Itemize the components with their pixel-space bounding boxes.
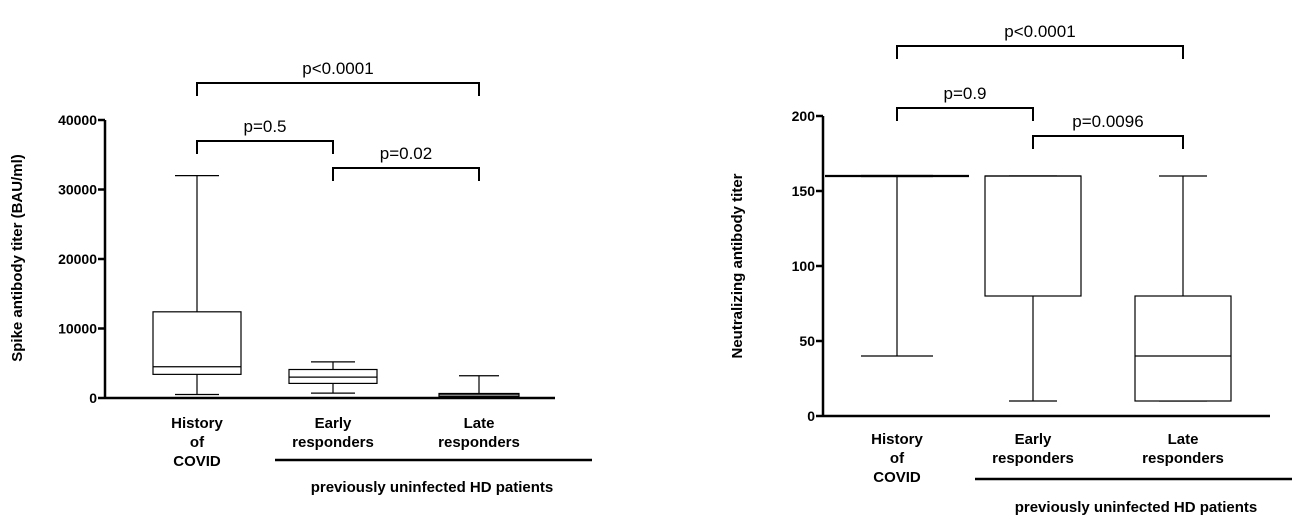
- iqr-box: [984, 175, 1082, 297]
- bracket-line: [196, 82, 480, 96]
- bracket-line: [196, 140, 334, 154]
- category-label-line: History: [871, 431, 923, 448]
- category-label-line: Late: [1168, 431, 1199, 448]
- category-label-line: responders: [438, 434, 520, 451]
- category-label-line: of: [890, 450, 905, 467]
- p-value-label: p<0.0001: [302, 59, 373, 78]
- p-value-label: p=0.02: [380, 144, 432, 163]
- y-tick-label: 20000: [58, 251, 97, 267]
- category-labels: History of COVID Early responders Late respond…: [171, 415, 520, 470]
- y-tick-labels: 0 50 100 150 200: [792, 108, 816, 424]
- bracket-line: [1032, 135, 1184, 149]
- iqr-box: [152, 311, 242, 375]
- y-tick-label: 100: [792, 258, 816, 274]
- category-label-line: responders: [1142, 450, 1224, 467]
- box-2: [438, 375, 520, 399]
- box-1: [984, 175, 1082, 402]
- y-tick-label: 30000: [58, 182, 97, 198]
- y-tick-label: 10000: [58, 321, 97, 337]
- group-label: previously uninfected HD patients: [311, 479, 554, 496]
- category-label: Late responders: [438, 415, 520, 451]
- category-label-line: Early: [1015, 431, 1052, 448]
- y-tick-label: 200: [792, 108, 816, 124]
- significance-brackets: p<0.0001 p=0.9 p=0.0096: [896, 22, 1184, 149]
- p-value-label: p=0.5: [243, 117, 286, 136]
- y-tick-label: 0: [89, 390, 97, 406]
- group-label: previously uninfected HD patients: [1015, 499, 1258, 516]
- bracket-line: [896, 45, 1184, 59]
- box-0: [825, 174, 969, 357]
- category-label-line: COVID: [173, 453, 221, 470]
- p-value-label: p=0.0096: [1072, 112, 1143, 131]
- category-label-line: COVID: [873, 469, 921, 486]
- bracket-line: [332, 167, 480, 181]
- category-label-line: of: [190, 434, 205, 451]
- bracket-line: [896, 107, 1034, 121]
- p-value-label: p=0.9: [943, 84, 986, 103]
- category-labels: History of COVID Early responders Late respond…: [871, 431, 1224, 486]
- iqr-box: [288, 368, 378, 385]
- y-tick-label: 0: [807, 408, 815, 424]
- category-label: Late responders: [1142, 431, 1224, 467]
- category-label: History of COVID: [871, 431, 923, 486]
- y-tick-label: 40000: [58, 112, 97, 128]
- category-label-line: responders: [992, 450, 1074, 467]
- category-label-line: Late: [464, 415, 495, 432]
- spike-antibody-panel: Spike antibody titer (BAU/ml) 0 10000 2000…: [9, 59, 592, 496]
- box-2: [1134, 175, 1232, 402]
- significance-brackets: p<0.0001 p=0.5 p=0.02: [196, 59, 480, 181]
- category-label-line: responders: [292, 434, 374, 451]
- p-value-label: p<0.0001: [1004, 22, 1075, 41]
- box-1: [288, 361, 378, 394]
- iqr-box: [1134, 295, 1232, 402]
- y-axis-label: Neutralizing antibody titer: [729, 173, 746, 358]
- category-label: Early responders: [292, 415, 374, 451]
- category-label: History of COVID: [171, 415, 223, 470]
- y-tick-label: 50: [799, 333, 815, 349]
- neutralizing-antibody-panel: Neutralizing antibody titer 0 50 100 150 200…: [729, 22, 1292, 516]
- category-label-line: History: [171, 415, 223, 432]
- y-axis-label: Spike antibody titer (BAU/ml): [9, 154, 26, 362]
- plot-marks: [98, 118, 555, 400]
- box-0: [152, 175, 242, 396]
- y-tick-label: 150: [792, 183, 816, 199]
- category-label: Early responders: [992, 431, 1074, 467]
- plot-marks: [816, 114, 1270, 418]
- y-tick-labels: 0 10000 20000 30000 40000: [58, 112, 97, 406]
- category-label-line: Early: [315, 415, 352, 432]
